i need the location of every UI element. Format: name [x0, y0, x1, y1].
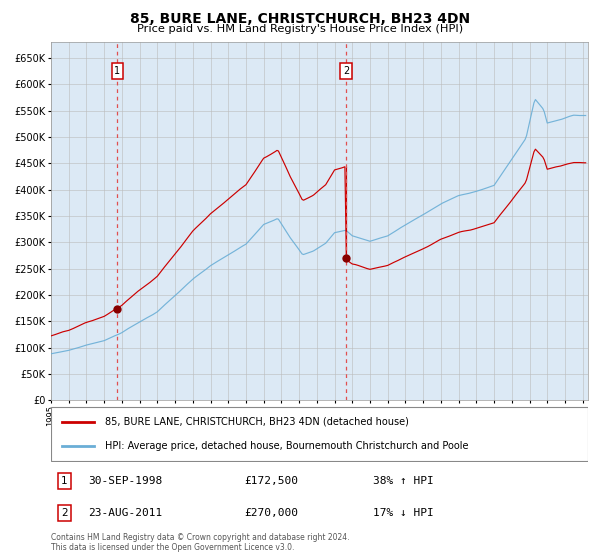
Text: 30-SEP-1998: 30-SEP-1998	[89, 476, 163, 486]
Text: This data is licensed under the Open Government Licence v3.0.: This data is licensed under the Open Gov…	[51, 543, 295, 552]
FancyBboxPatch shape	[51, 407, 588, 461]
Text: £270,000: £270,000	[244, 508, 298, 518]
Text: 1: 1	[115, 66, 121, 76]
Text: 2: 2	[61, 508, 68, 518]
Text: 85, BURE LANE, CHRISTCHURCH, BH23 4DN: 85, BURE LANE, CHRISTCHURCH, BH23 4DN	[130, 12, 470, 26]
Text: HPI: Average price, detached house, Bournemouth Christchurch and Poole: HPI: Average price, detached house, Bour…	[105, 441, 468, 451]
Text: 38% ↑ HPI: 38% ↑ HPI	[373, 476, 434, 486]
Text: 17% ↓ HPI: 17% ↓ HPI	[373, 508, 434, 518]
Text: 1: 1	[61, 476, 68, 486]
Text: 23-AUG-2011: 23-AUG-2011	[89, 508, 163, 518]
Text: £172,500: £172,500	[244, 476, 298, 486]
Text: Contains HM Land Registry data © Crown copyright and database right 2024.: Contains HM Land Registry data © Crown c…	[51, 533, 349, 542]
Text: Price paid vs. HM Land Registry's House Price Index (HPI): Price paid vs. HM Land Registry's House …	[137, 24, 463, 34]
Text: 85, BURE LANE, CHRISTCHURCH, BH23 4DN (detached house): 85, BURE LANE, CHRISTCHURCH, BH23 4DN (d…	[105, 417, 409, 427]
Text: 2: 2	[343, 66, 349, 76]
